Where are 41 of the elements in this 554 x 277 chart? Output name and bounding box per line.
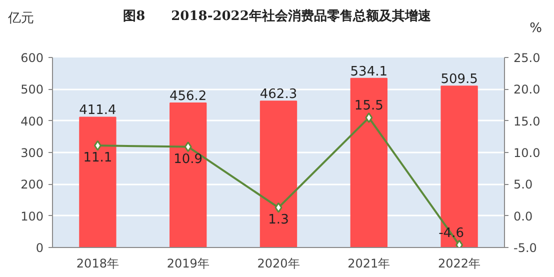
y2-tick-label: 25.0 (514, 51, 540, 65)
y2-tick-label: 0.0 (514, 209, 533, 224)
y2-tick-label: 15.0 (514, 114, 540, 128)
y-tick-label: 100 (20, 209, 44, 224)
x-tick-label: 2019年 (166, 256, 210, 270)
data-label: 411.4 (79, 103, 116, 118)
bar (440, 86, 478, 248)
data-label: 15.5 (354, 98, 384, 114)
y2-tick-label: -5.0 (514, 241, 537, 255)
y2-tick-label: 10.0 (514, 146, 540, 160)
y-tick-label: 0 (36, 241, 44, 255)
y-tick-label: 300 (20, 146, 44, 160)
y-tick-label: 500 (20, 82, 44, 97)
x-tick-label: 2022年 (438, 256, 481, 270)
x-tick-label: 2021年 (348, 256, 390, 270)
data-label: 11.1 (83, 150, 112, 166)
data-label: 509.5 (440, 72, 478, 88)
x-tick-label: 2018年 (76, 256, 119, 270)
y2-tick-label: 5.0 (514, 178, 533, 192)
chart-title: 图8 2018-2022年社会消费品零售总额及其增速 (123, 9, 431, 24)
bar (350, 78, 388, 248)
point (184, 142, 192, 152)
y2-tick-label: 20.0 (514, 82, 540, 97)
point (94, 140, 102, 151)
data-label: 456.2 (169, 89, 207, 104)
y-axis-title: 亿元 (8, 10, 34, 28)
bar (260, 100, 298, 248)
point (456, 240, 464, 248)
y-tick-label: 200 (20, 178, 44, 192)
y2-axis-title: % (530, 20, 542, 38)
point (365, 112, 373, 123)
bar (79, 116, 116, 248)
data-label: 462.3 (260, 87, 298, 102)
data-label: 1.3 (268, 212, 289, 228)
point (274, 202, 282, 213)
x-tick-label: 2020年 (257, 256, 300, 270)
data-label: 534.1 (350, 64, 388, 80)
y-tick-label: 600 (20, 51, 44, 65)
y-tick-label: 400 (20, 114, 44, 128)
data-label: 10.9 (174, 152, 203, 167)
bar (170, 102, 207, 248)
